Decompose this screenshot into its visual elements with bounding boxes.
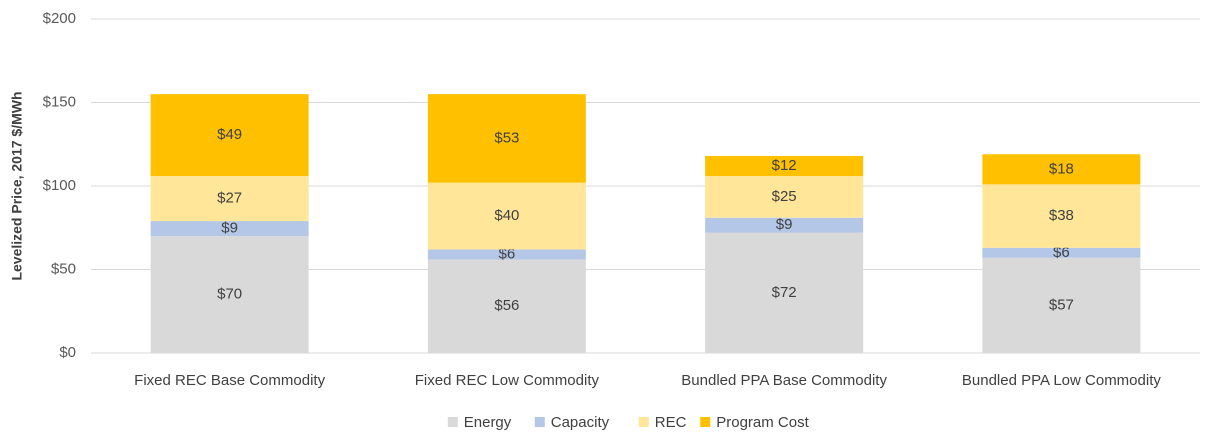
y-tick-label: $200: [43, 10, 76, 27]
value-label: $56: [494, 297, 519, 314]
value-label: $27: [217, 189, 242, 206]
value-label: $6: [499, 245, 516, 262]
legend-swatch: [447, 417, 458, 427]
legend-swatch: [638, 417, 649, 427]
legend-label: Program Cost: [716, 414, 809, 431]
y-tick-label: $100: [43, 177, 76, 194]
y-tick-label: $0: [59, 344, 76, 361]
value-label: $40: [494, 207, 519, 224]
y-tick-label: $150: [43, 93, 76, 110]
x-tick-label: Bundled PPA Low Commodity: [962, 372, 1161, 389]
bar-segment: [705, 217, 864, 233]
bar-segment: [427, 94, 586, 183]
bar-segment: [150, 94, 309, 176]
value-label: $9: [221, 220, 238, 237]
x-tick-label: Bundled PPA Base Commodity: [681, 372, 887, 389]
x-tick-label: Fixed REC Base Commodity: [134, 372, 325, 389]
bar-segment: [427, 182, 586, 250]
value-label: $9: [776, 216, 793, 233]
value-label: $49: [217, 126, 242, 143]
value-label: $18: [1049, 160, 1074, 177]
value-label: $25: [772, 188, 797, 205]
bar-segment: [150, 175, 309, 222]
legend-swatch: [534, 417, 545, 427]
value-label: $53: [494, 129, 519, 146]
bar-segment: [427, 249, 586, 260]
bar-segment: [982, 257, 1141, 353]
bar-segment: [150, 221, 309, 237]
bar-segment: [705, 232, 864, 353]
bar-segment: [427, 259, 586, 353]
bar-segment: [705, 155, 864, 176]
bar-segment: [982, 247, 1141, 258]
value-label: $57: [1049, 296, 1074, 313]
value-label: $6: [1053, 244, 1070, 261]
value-label: $12: [772, 157, 797, 174]
value-label: $70: [217, 286, 242, 303]
value-label: $72: [772, 284, 797, 301]
legend-label: REC: [655, 414, 687, 431]
legend-label: Energy: [464, 414, 512, 431]
x-tick-label: Fixed REC Low Commodity: [415, 372, 600, 389]
legend-swatch: [700, 417, 711, 427]
y-tick-label: $50: [51, 260, 76, 277]
bar-segment: [150, 236, 309, 353]
value-label: $38: [1049, 207, 1074, 224]
bar-segment: [982, 184, 1141, 248]
bar-segment: [705, 175, 864, 218]
legend-label: Capacity: [551, 414, 610, 431]
bar-segment: [982, 154, 1141, 185]
y-axis-label: Levelized Price, 2017 $/MWh: [9, 91, 25, 280]
